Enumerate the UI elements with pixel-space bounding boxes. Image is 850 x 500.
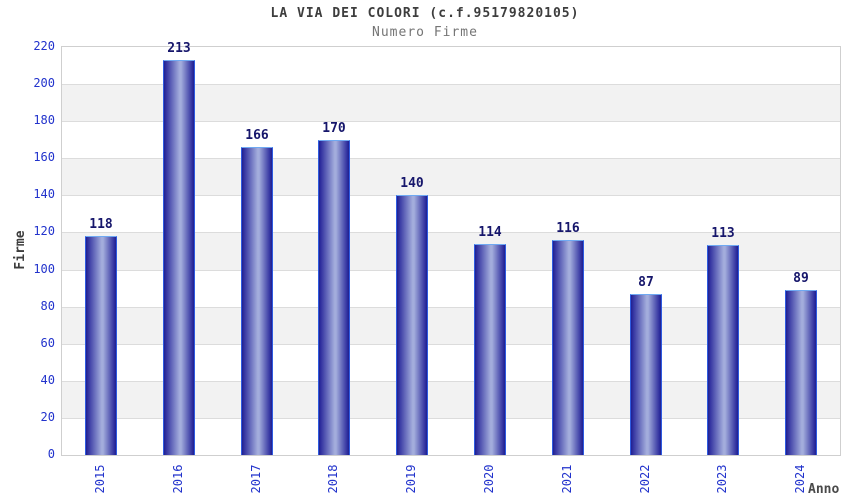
x-tick-label: 2016 bbox=[171, 464, 185, 494]
gridline bbox=[62, 84, 840, 86]
bar-value-label: 87 bbox=[638, 275, 654, 290]
gridline bbox=[62, 306, 840, 308]
bar-2021 bbox=[552, 240, 584, 455]
bar-value-label: 116 bbox=[556, 221, 580, 236]
y-tick-label: 40 bbox=[40, 372, 55, 387]
y-tick-label: 0 bbox=[47, 447, 55, 461]
y-tick-label: 180 bbox=[33, 113, 55, 128]
y-tick-label: 60 bbox=[40, 335, 55, 350]
x-tick-label: 2022 bbox=[638, 464, 652, 494]
x-tick-label: 2020 bbox=[482, 464, 496, 494]
y-tick-label: 160 bbox=[33, 150, 55, 165]
bar-2017 bbox=[241, 147, 273, 455]
y-tick-label: 120 bbox=[33, 224, 55, 239]
y-tick-label: 80 bbox=[40, 298, 55, 313]
x-axis-label: Anno bbox=[808, 482, 840, 497]
gridline bbox=[62, 380, 840, 382]
bar-2023 bbox=[707, 245, 739, 455]
bar-value-label: 170 bbox=[322, 121, 346, 136]
y-axis-label: Firme bbox=[13, 230, 28, 270]
bar-2024 bbox=[785, 290, 817, 455]
bar-value-label: 213 bbox=[167, 41, 191, 56]
gridline bbox=[62, 195, 840, 197]
y-tick-label: 140 bbox=[33, 187, 55, 202]
gridline bbox=[62, 417, 840, 419]
x-tick-label: 2021 bbox=[560, 464, 574, 494]
chart-title: LA VIA DEI COLORI (c.f.95179820105) bbox=[270, 6, 580, 21]
plot-area: 118 213 166 170 140 114 116 87 113 89 bbox=[61, 41, 841, 456]
bar-2016 bbox=[163, 60, 195, 455]
bar-value-label: 140 bbox=[400, 176, 424, 191]
y-tick-label: 220 bbox=[33, 39, 55, 53]
bar-2022 bbox=[630, 294, 662, 455]
x-tick-label: 2019 bbox=[404, 464, 418, 494]
x-tick-label: 2015 bbox=[93, 464, 107, 494]
x-tick-label: 2023 bbox=[715, 464, 729, 494]
bar-2020 bbox=[474, 244, 506, 455]
gridline bbox=[62, 121, 840, 123]
y-tick-label: 100 bbox=[33, 261, 55, 276]
bar-2019 bbox=[396, 195, 428, 455]
bar-value-label: 114 bbox=[478, 225, 502, 240]
bar-2015 bbox=[85, 236, 117, 455]
x-tick-label: 2017 bbox=[249, 464, 263, 494]
gridline bbox=[62, 158, 840, 160]
bar-value-label: 89 bbox=[793, 271, 809, 286]
bar-2018 bbox=[318, 140, 350, 455]
y-tick-label: 20 bbox=[40, 409, 55, 424]
gridline bbox=[62, 269, 840, 271]
x-tick-label: 2024 bbox=[793, 464, 807, 494]
bar-value-label: 113 bbox=[711, 226, 735, 241]
y-tick-label: 200 bbox=[33, 76, 55, 91]
chart-subtitle: Numero Firme bbox=[372, 25, 478, 40]
bar-value-label: 166 bbox=[245, 128, 269, 143]
bar-value-label: 118 bbox=[89, 217, 113, 232]
gridline bbox=[62, 343, 840, 345]
gridline bbox=[62, 232, 840, 234]
x-tick-label: 2018 bbox=[326, 464, 340, 494]
